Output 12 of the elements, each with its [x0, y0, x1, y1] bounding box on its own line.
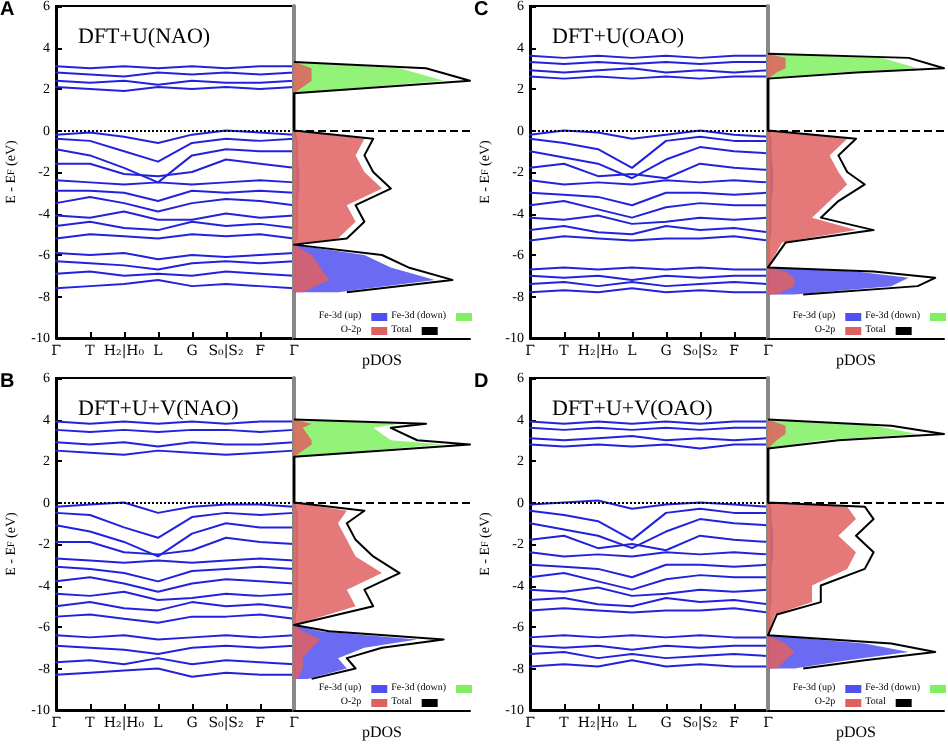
x-axis-title: pDOS [835, 351, 877, 369]
x-axis-title: pDOS [361, 723, 403, 741]
text: DFT+U(OAO) [552, 25, 685, 49]
text: C [474, 0, 489, 21]
text: DFT+U+V(NAO) [78, 397, 240, 421]
text: DFT+U+V(OAO) [552, 397, 714, 421]
text: D [474, 371, 489, 393]
x-axis-title: pDOS [835, 723, 877, 741]
text: B [0, 371, 15, 393]
x-axis-title: pDOS [361, 351, 403, 369]
text: DFT+U(NAO) [78, 25, 211, 49]
text: A [0, 0, 15, 21]
